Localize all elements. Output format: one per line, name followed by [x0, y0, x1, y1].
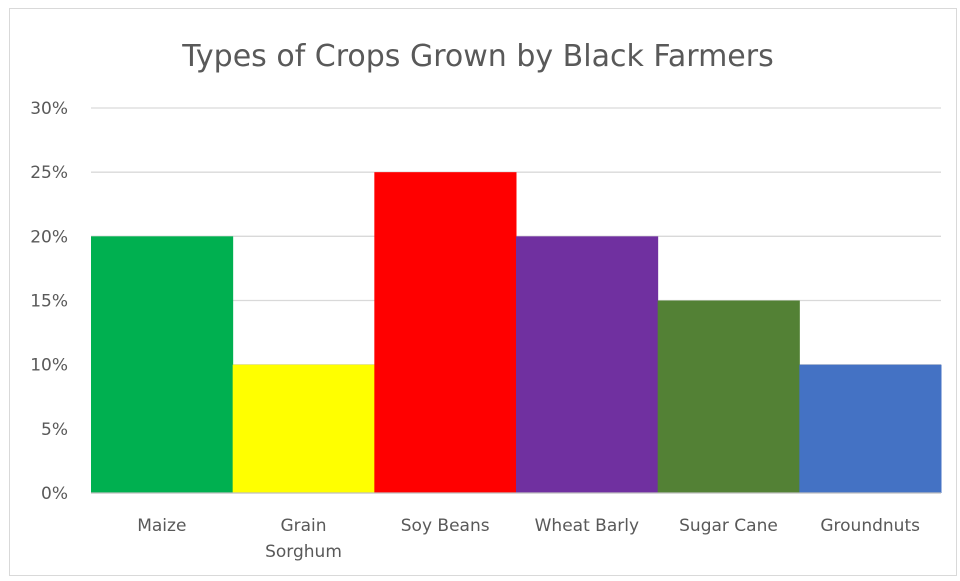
x-tick-label: Soy Beans: [401, 516, 490, 536]
bar-groundnuts: [799, 364, 942, 493]
bar-sugar-cane: [657, 300, 800, 493]
x-tick-label-line: Groundnuts: [820, 516, 920, 536]
chart-frame: [9, 8, 957, 576]
bar-wheat-barly: [516, 236, 659, 494]
x-tick-label-line: Maize: [137, 516, 186, 536]
x-tick-label: Wheat Barly: [535, 516, 639, 536]
x-tick-label-line: Grain: [280, 516, 326, 536]
x-tick-label: Groundnuts: [820, 516, 920, 536]
y-tick-label: 15%: [30, 292, 68, 312]
x-axis-labels: Maize Grain Sorghum Soy Beans Wheat Barly Sug…: [137, 516, 920, 562]
y-tick-label: 10%: [30, 356, 68, 376]
x-tick-label: Maize: [137, 516, 186, 536]
chart-title: Types of Crops Grown by Black Farmers: [181, 39, 773, 74]
x-tick-label: Sugar Cane: [679, 516, 778, 536]
bar-grain-sorghum: [232, 364, 375, 493]
y-axis-ticks: 0% 5% 10% 15% 20% 25% 30%: [30, 99, 68, 504]
x-tick-label-line: Soy Beans: [401, 516, 490, 536]
bar-soy-beans: [374, 172, 517, 493]
y-tick-label: 20%: [30, 227, 68, 247]
x-tick-label-line: Sugar Cane: [679, 516, 778, 536]
bars: [91, 172, 942, 494]
y-tick-label: 25%: [30, 163, 68, 183]
x-tick-label: Grain Sorghum: [265, 516, 342, 562]
x-tick-label-line: Wheat Barly: [535, 516, 639, 536]
y-tick-label: 5%: [41, 420, 68, 440]
y-tick-label: 0%: [41, 484, 68, 504]
y-tick-label: 30%: [30, 99, 68, 119]
x-tick-label-line: Sorghum: [265, 542, 342, 562]
bar-maize: [91, 236, 234, 494]
